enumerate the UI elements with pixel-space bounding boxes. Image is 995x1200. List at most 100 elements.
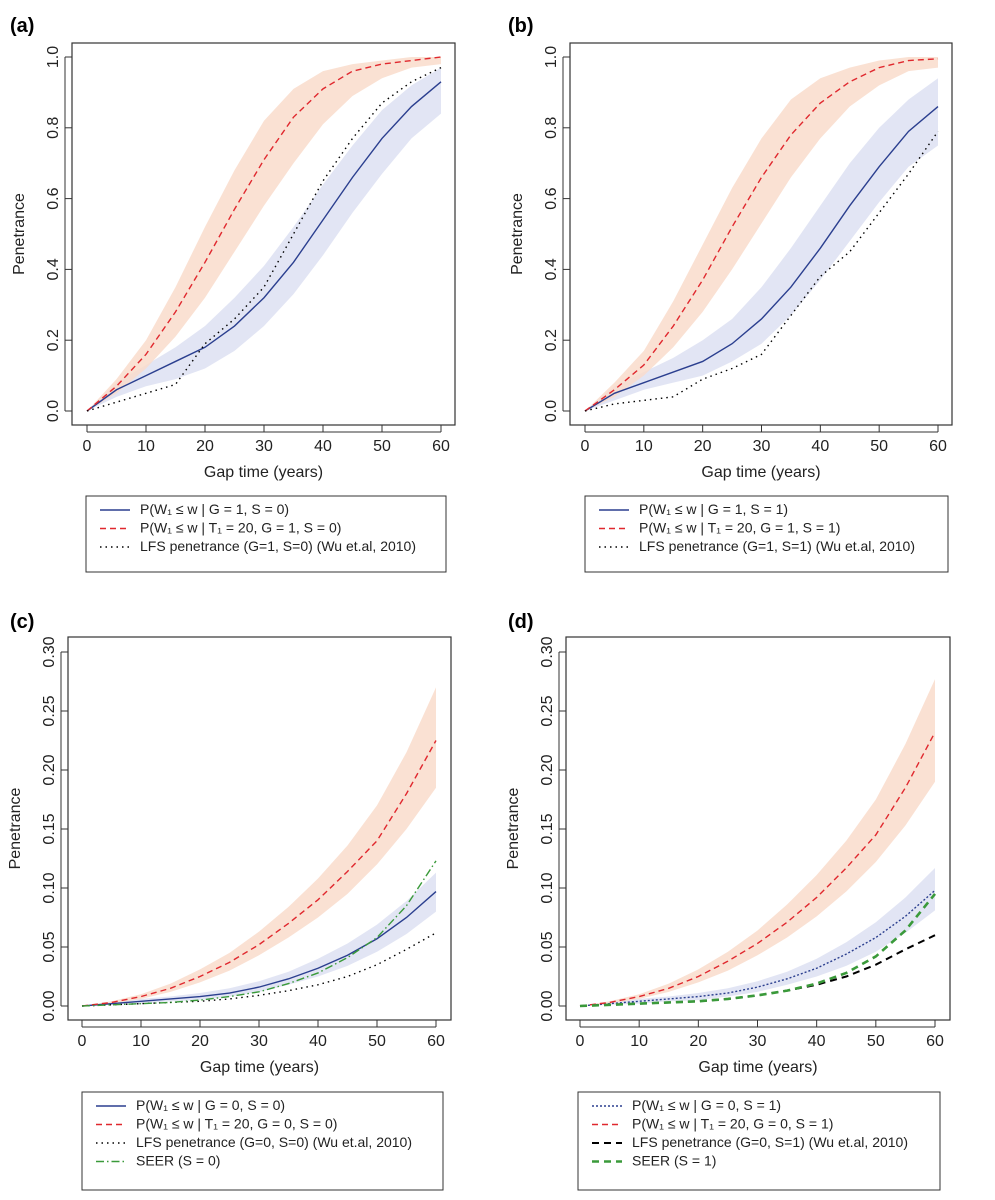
x-tick-label: 10 (137, 438, 155, 455)
confidence-band (87, 57, 441, 411)
legend-box (85, 495, 447, 573)
legend-label: SEER (S = 0) (136, 1153, 220, 1169)
legend-box (584, 495, 949, 573)
series-line (584, 106, 939, 412)
legend-label: LFS penetrance (G=0, S=0) (Wu et.al, 201… (136, 1134, 412, 1150)
legend-label: P(W₁ ≤ w | G = 1, S = 1) (639, 501, 788, 517)
legend-label: P(W₁ ≤ w | T₁ = 20, G = 1, S = 1) (639, 520, 840, 536)
y-tick-label: 0.6 (543, 187, 560, 209)
x-tick-label: 0 (83, 438, 92, 455)
x-tick-label: 10 (630, 1033, 648, 1050)
x-tick-label: 40 (811, 438, 829, 455)
y-tick-label: 1.0 (45, 46, 62, 68)
series-line (86, 66, 442, 412)
x-tick-label: 40 (314, 438, 332, 455)
confidence-band (585, 57, 938, 411)
y-tick-label: 0.10 (539, 872, 556, 903)
x-tick-label: 40 (309, 1033, 327, 1050)
series-line (81, 932, 437, 1007)
y-tick-label: 0.4 (543, 258, 560, 280)
y-axis-label: Penetrance (7, 787, 24, 869)
x-tick-label: 40 (808, 1033, 826, 1050)
x-tick-label: 20 (191, 1033, 209, 1050)
panel-d: (d) 0 10 20 30 40 50 60 0.00 0.05 0.10 0.15 0.20 0.25… (505, 611, 951, 1191)
legend: P(W₁ ≤ w | G = 0, S = 0) P(W₁ ≤ w | T₁ = … (81, 1091, 444, 1191)
series-line (579, 934, 936, 1007)
x-tick-label: 50 (870, 438, 888, 455)
legend-label: P(W₁ ≤ w | T₁ = 20, G = 0, S = 0) (136, 1116, 337, 1132)
y-axis-label: Penetrance (505, 787, 522, 869)
x-tick-label: 0 (581, 438, 590, 455)
x-tick-label: 60 (427, 1033, 445, 1050)
x-axis-label: Gap time (years) (200, 1059, 319, 1076)
y-tick-label: 0.15 (539, 813, 556, 844)
y-tick-label: 0.0 (543, 400, 560, 422)
y-tick-label: 1.0 (543, 46, 560, 68)
x-tick-label: 20 (694, 438, 712, 455)
legend-label: LFS penetrance (G=1, S=1) (Wu et.al, 201… (639, 538, 915, 554)
y-tick-label: 0.25 (539, 695, 556, 726)
confidence-band (585, 78, 938, 412)
confidence-band (82, 872, 436, 1006)
y-tick-label: 0.00 (539, 990, 556, 1021)
y-tick-label: 0.8 (45, 117, 62, 139)
x-tick-label: 20 (196, 438, 214, 455)
series-line (81, 891, 437, 1007)
series-line (86, 56, 442, 412)
y-tick-label: 0.2 (45, 329, 62, 351)
series-line (584, 58, 939, 412)
confidence-band (82, 687, 436, 1006)
x-tick-label: 50 (373, 438, 391, 455)
x-tick-label: 50 (867, 1033, 885, 1050)
legend: P(W₁ ≤ w | G = 1, S = 1) P(W₁ ≤ w | T₁ = … (584, 495, 949, 573)
confidence-band (580, 679, 935, 1006)
y-tick-label: 0.4 (45, 258, 62, 280)
y-tick-label: 0.6 (45, 187, 62, 209)
legend-label: P(W₁ ≤ w | G = 0, S = 0) (136, 1097, 285, 1113)
x-axis-label: Gap time (years) (204, 464, 323, 481)
x-tick-label: 30 (255, 438, 273, 455)
y-tick-label: 0.20 (539, 754, 556, 785)
y-tick-label: 0.00 (41, 990, 58, 1021)
x-tick-label: 60 (929, 438, 947, 455)
confidence-band (580, 867, 935, 1006)
series-line (579, 893, 937, 1008)
panel-c: (c) 0 10 20 30 40 50 60 0.00 0.05 0.10 0.15 0.20 0.25… (7, 611, 452, 1191)
y-tick-label: 0.05 (41, 931, 58, 962)
y-tick-label: 0.05 (539, 931, 556, 962)
y-tick-label: 0.8 (543, 117, 560, 139)
x-tick-label: 30 (753, 438, 771, 455)
y-axis-label: Penetrance (11, 193, 28, 275)
panel-a: (a) 0 10 20 30 40 50 60 0.0 0.2 0.4 0.6 0.8 1.0 Gap ti… (10, 15, 456, 573)
x-tick-label: 60 (926, 1033, 944, 1050)
x-axis-label: Gap time (years) (701, 464, 820, 481)
y-axis-label: Penetrance (509, 193, 526, 275)
legend: P(W₁ ≤ w | G = 1, S = 0) P(W₁ ≤ w | T₁ = … (85, 495, 447, 573)
legend: P(W₁ ≤ w | G = 0, S = 1) P(W₁ ≤ w | T₁ = … (577, 1091, 941, 1191)
confidence-band (87, 67, 441, 412)
x-tick-label: 30 (749, 1033, 767, 1050)
series-line (584, 130, 939, 412)
series-line (81, 860, 437, 1007)
x-tick-label: 30 (250, 1033, 268, 1050)
y-tick-label: 0.10 (41, 872, 58, 903)
panel-label: (d) (508, 611, 534, 633)
series-line (81, 740, 437, 1007)
x-tick-label: 10 (132, 1033, 150, 1050)
series-line (579, 731, 936, 1007)
x-tick-label: 50 (368, 1033, 386, 1050)
panel-label: (b) (508, 15, 534, 37)
legend-label: P(W₁ ≤ w | T₁ = 20, G = 0, S = 1) (632, 1116, 833, 1132)
legend-label: P(W₁ ≤ w | T₁ = 20, G = 1, S = 0) (140, 520, 341, 536)
legend-label: P(W₁ ≤ w | G = 0, S = 1) (632, 1097, 781, 1113)
panel-label: (c) (10, 611, 34, 633)
x-tick-label: 10 (635, 438, 653, 455)
y-tick-label: 0.30 (539, 636, 556, 667)
y-tick-label: 0.30 (41, 636, 58, 667)
panel-b: (b) 0 10 20 30 40 50 60 0.0 0.2 0.4 0.6 0.8 1.0 Gap ti… (508, 15, 953, 573)
y-tick-label: 0.0 (45, 400, 62, 422)
series-line (86, 81, 442, 412)
legend-label: LFS penetrance (G=0, S=1) (Wu et.al, 201… (632, 1134, 908, 1150)
legend-label: LFS penetrance (G=1, S=0) (Wu et.al, 201… (140, 538, 416, 554)
